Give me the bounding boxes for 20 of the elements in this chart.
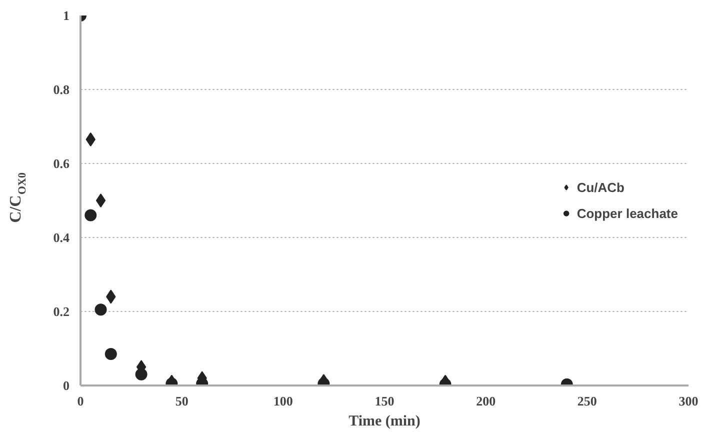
x-tick-label: 150	[374, 394, 394, 408]
point	[94, 304, 107, 316]
y-axis-title: C/COX0	[8, 172, 28, 223]
x-tick-label: 300	[678, 394, 698, 408]
y-tick-label: 0.8	[53, 82, 70, 97]
y-tick-label: 1	[63, 8, 70, 23]
y-tick-label: 0.6	[53, 156, 70, 171]
y-tick-label: 0.4	[53, 230, 70, 245]
legend-label: Copper leachate	[576, 206, 678, 220]
legend-label: Cu/ACb	[576, 180, 625, 194]
x-tick-label: 50	[175, 394, 188, 408]
x-tick-label: 0	[77, 394, 84, 408]
x-tick-label: 200	[476, 394, 496, 408]
x-tick-label: 250	[577, 394, 597, 408]
y-tick-label: 0.2	[53, 304, 70, 319]
x-axis-title: Time (min)	[348, 414, 420, 430]
point	[96, 194, 106, 208]
y-tick-label: 0	[63, 378, 70, 393]
x-tick-label: 100	[273, 394, 293, 408]
point	[84, 209, 97, 222]
